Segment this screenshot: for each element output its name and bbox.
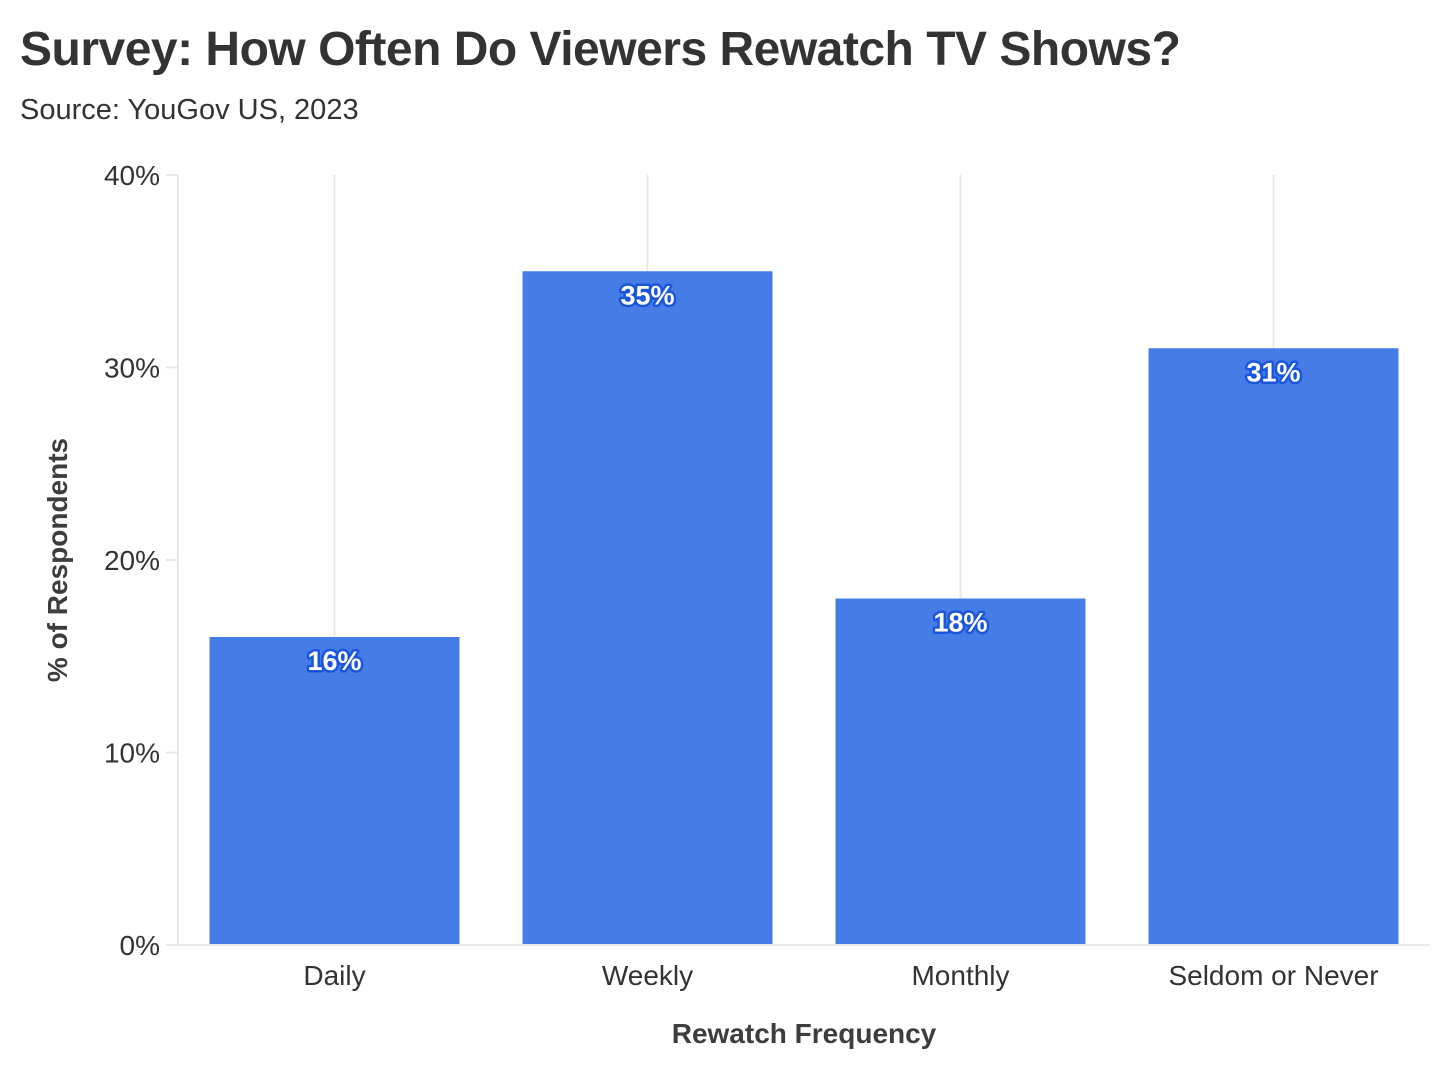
chart-subtitle: Source: YouGov US, 2023	[20, 94, 359, 126]
bar-data-label: 16%	[307, 646, 361, 676]
chart-title: Survey: How Often Do Viewers Rewatch TV …	[20, 23, 1181, 76]
bar-layer	[209, 271, 1399, 945]
y-tick-label: 0%	[120, 930, 160, 961]
bar-daily	[209, 637, 460, 945]
x-tick-label: Monthly	[911, 960, 1009, 991]
bar-data-label: 31%	[1246, 357, 1300, 387]
x-tick-label: Weekly	[602, 960, 693, 991]
y-axis-title: % of Respondents	[42, 438, 73, 682]
label-layer: 16% 35% 18% 31%	[305, 278, 1303, 679]
x-tick-label: Seldom or Never	[1168, 960, 1378, 991]
axis-layer: 0% 10% 20% 30% 40% Daily Weekly Monthly Seldom o…	[104, 160, 1430, 991]
bar-monthly	[835, 598, 1086, 945]
grid-layer	[333, 175, 1275, 945]
y-tick-label: 30%	[104, 353, 160, 384]
bar-seldom-or-never	[1148, 348, 1399, 945]
x-tick-label: Daily	[303, 960, 365, 991]
y-tick-label: 20%	[104, 545, 160, 576]
y-tick-label: 10%	[104, 738, 160, 769]
y-tick-label: 40%	[104, 160, 160, 191]
bar-data-label: 35%	[620, 280, 674, 310]
bar-data-label: 18%	[933, 608, 987, 638]
bar-weekly	[522, 271, 773, 945]
x-axis-title: Rewatch Frequency	[672, 1018, 937, 1049]
